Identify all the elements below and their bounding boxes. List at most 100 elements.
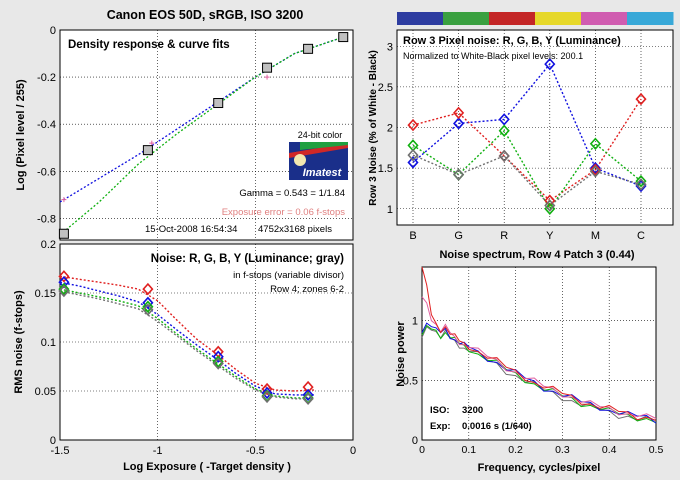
row3-x-tick: R — [500, 230, 508, 242]
density-y-tick: -0.6 — [37, 166, 56, 178]
spectrum-line-red — [421, 266, 657, 421]
row3-line-green — [412, 129, 642, 211]
density-y-tick: -0.4 — [37, 119, 56, 131]
spectrum-x-tick: 0.5 — [649, 444, 664, 456]
spectrum-line-blue — [421, 322, 657, 424]
spectrum-exp-label: Exp: — [430, 421, 451, 432]
row3-y-tick: 1 — [387, 204, 393, 216]
noise-title: Noise: R, G, B, Y (Luminance; gray) — [151, 253, 344, 265]
density-y-tick: -0.8 — [37, 213, 56, 225]
density-dimensions: 4752x3168 pixels — [258, 224, 332, 235]
density-point — [338, 32, 349, 43]
noise-point-gray — [142, 303, 154, 316]
row3-point-green — [589, 137, 601, 150]
density-gamma: Gamma = 0.543 = 1/1.84 — [239, 188, 345, 199]
density-ylabel: Log (Pixel level / 255) — [15, 79, 27, 191]
density-fit-green-line — [59, 36, 344, 236]
noise-panel: -1.5 -1 -0.5 0 0.2 0.15 0.1 0.05 0 Noise: R, G, … — [13, 239, 356, 473]
density-panel: 0 -0.2 -0.4 -0.6 -0.8 Density response & cur… — [15, 25, 354, 241]
noise-y-tick: 0.05 — [35, 386, 56, 398]
noise-fit-line-green — [59, 288, 314, 399]
row3-point-red — [407, 118, 419, 132]
spectrum-exp-value: 0.0016 s (1/640) — [462, 421, 532, 432]
row3-point-red — [589, 163, 601, 176]
noise-x-tick: 0 — [350, 445, 356, 457]
density-timestamp: 15-Oct-2008 16:54:34 — [145, 224, 237, 235]
noise-point-blue — [212, 350, 224, 363]
row3-point-gray — [544, 199, 556, 212]
page-title: Canon EOS 50D, sRGB, ISO 3200 — [107, 8, 304, 22]
noise-point-red — [142, 282, 154, 296]
density-plot-area — [59, 29, 354, 241]
row3-point-blue — [498, 113, 510, 126]
color-bar-swatch — [535, 12, 582, 25]
row3-point-blue — [544, 57, 556, 71]
row3-line-blue — [412, 62, 642, 187]
noise-point-green — [142, 300, 154, 313]
spectrum-x-tick: 0.1 — [461, 444, 476, 456]
color-bar-swatch — [627, 12, 674, 25]
row3-point-blue — [407, 156, 419, 169]
row3-point-gray — [498, 149, 510, 163]
row3-point-gray — [453, 168, 465, 181]
row3-ylabel: Row 3 Noise (% of White - Black) — [368, 50, 379, 206]
noise-point-gray — [212, 357, 224, 370]
spectrum-x-tick: 0.4 — [602, 444, 617, 456]
noise-subtitle-2: Row 4; zones 6-2 — [270, 284, 344, 295]
logo-stripe-red — [289, 143, 348, 158]
row3-point-red — [544, 194, 556, 207]
density-point — [142, 145, 153, 156]
logo-caption: 24-bit color — [298, 130, 343, 140]
row3-y-tick: 1.5 — [378, 163, 393, 175]
row3-point-gray — [407, 148, 419, 162]
spectrum-x-tick: 0.3 — [555, 444, 570, 456]
color-bar-swatch — [489, 12, 536, 25]
spectrum-ylabel: Noise power — [395, 321, 407, 387]
noise-x-tick: -0.5 — [246, 445, 265, 457]
noise-x-tick: -1.5 — [51, 445, 70, 457]
noise-y-tick: 0.2 — [41, 239, 56, 251]
noise-point-green — [212, 355, 224, 368]
spectrum-line-pink — [421, 296, 657, 419]
density-pink-point — [264, 74, 270, 80]
noise-x-tick: -1 — [153, 445, 163, 457]
spectrum-xlabel: Frequency, cycles/pixel — [478, 462, 601, 474]
density-y-tick: 0 — [50, 25, 56, 37]
spectrum-x-tick: 0 — [419, 444, 425, 456]
row3-y-tick: 2.5 — [378, 82, 393, 94]
noise-fit-line-blue — [59, 281, 314, 396]
logo-sun-icon — [294, 154, 306, 166]
density-title: Density response & curve fits — [68, 39, 230, 51]
noise-xlabel: Log Exposure ( -Target density ) — [123, 461, 291, 473]
row3-point-gray — [589, 165, 601, 178]
row3-point-gray — [635, 178, 647, 191]
spectrum-x-tick: 0.2 — [508, 444, 523, 456]
row3-point-blue — [589, 161, 601, 175]
noise-point-red — [261, 382, 273, 396]
density-y-tick: -0.2 — [37, 72, 56, 84]
row3-line-red — [412, 98, 642, 202]
spectrum-panel: Noise spectrum, Row 4 Patch 3 (0.44) 0 0.… — [395, 249, 663, 474]
row3-point-green — [635, 174, 647, 188]
color-bar-swatch — [443, 12, 490, 25]
density-point — [58, 228, 69, 239]
spectrum-y-tick: 1 — [412, 316, 418, 328]
spectrum-y-tick: 0.5 — [403, 375, 418, 387]
density-pink-point — [61, 197, 67, 203]
row3-x-tick: G — [454, 230, 463, 242]
color-bar-swatch — [581, 12, 628, 25]
row3-x-tick: M — [591, 230, 600, 242]
logo-stripe-green — [300, 142, 348, 150]
noise-y-tick: 0 — [50, 435, 56, 447]
noise-point-blue — [302, 388, 314, 402]
row3-title: Row 3 Pixel noise: R, G, B, Y (Luminance… — [403, 35, 621, 47]
noise-point-gray — [261, 390, 273, 404]
spectrum-iso-label: ISO: — [430, 405, 450, 416]
density-exposure-error: Exposure error = 0.06 f-stops — [222, 207, 346, 218]
noise-subtitle-1: in f-stops (variable divisor) — [233, 270, 344, 281]
spectrum-title: Noise spectrum, Row 4 Patch 3 (0.44) — [439, 249, 634, 261]
spectrum-y-tick: 0 — [412, 435, 418, 447]
noise-point-blue — [261, 386, 273, 400]
density-point — [213, 98, 224, 109]
spectrum-iso-value: 3200 — [462, 405, 483, 416]
